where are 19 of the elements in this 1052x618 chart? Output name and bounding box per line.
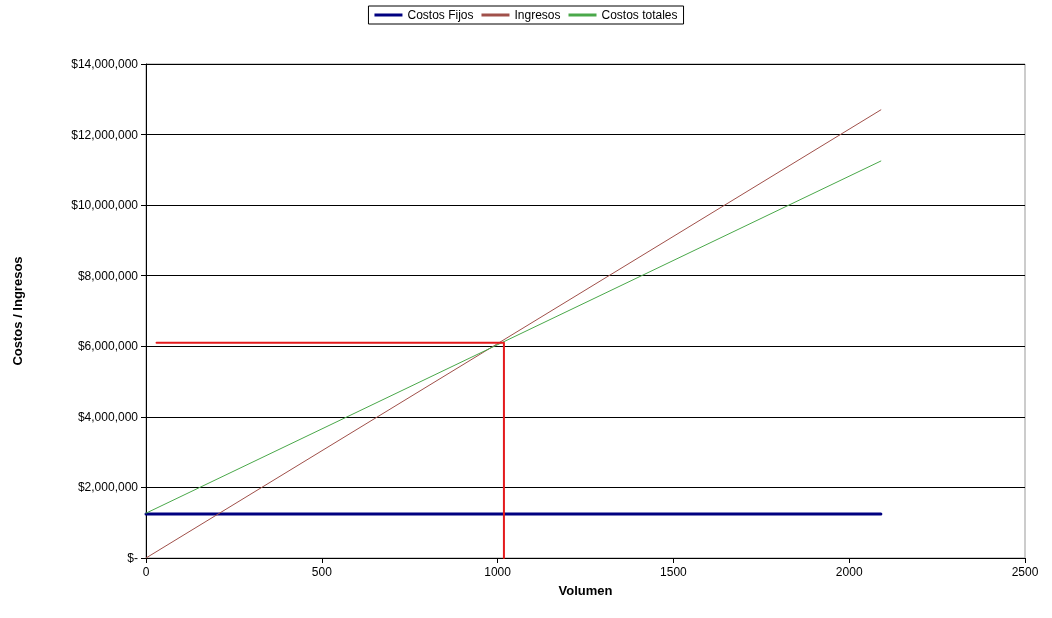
x-tick-label: 0 xyxy=(142,565,150,579)
legend-label: Ingresos xyxy=(514,8,561,22)
x-tick-label: 1000 xyxy=(484,565,512,579)
y-tick-label: $10,000,000 xyxy=(71,198,139,213)
y-tick-label: $- xyxy=(127,551,138,565)
x-tick-label: 2500 xyxy=(1011,565,1039,579)
y-tick-label: $12,000,000 xyxy=(71,127,139,142)
y-tick-label: $2,000,000 xyxy=(77,480,139,495)
y-axis-title: Costos / Ingresos xyxy=(10,256,25,366)
legend-label: Costos totales xyxy=(601,8,678,22)
y-tick-label: $6,000,000 xyxy=(77,339,139,354)
x-axis-title: Volumen xyxy=(558,583,613,598)
x-tick-label: 1500 xyxy=(660,565,688,579)
legend-label: Costos Fijos xyxy=(407,8,474,22)
y-tick-label: $4,000,000 xyxy=(77,409,139,424)
x-tick-label: 500 xyxy=(311,565,333,579)
x-tick-label: 2000 xyxy=(835,565,863,579)
y-tick-label: $8,000,000 xyxy=(77,268,139,283)
y-tick-label: $14,000,000 xyxy=(71,57,139,71)
